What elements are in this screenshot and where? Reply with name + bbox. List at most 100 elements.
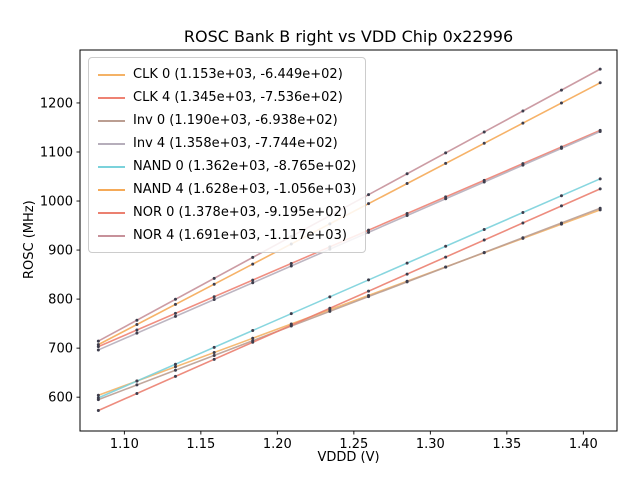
data-point <box>444 265 448 269</box>
legend-entry: NAND 0 (1.362e+03, -8.765e+02) <box>98 155 356 178</box>
data-point <box>559 146 563 150</box>
data-point <box>96 339 100 343</box>
data-point <box>135 379 139 383</box>
data-point <box>444 255 448 259</box>
legend-entry: NAND 4 (1.628e+03, -1.056e+03) <box>98 178 356 201</box>
data-point <box>598 130 602 134</box>
y-axis-label: ROSC (MHz) <box>22 200 37 279</box>
legend-label: CLK 4 (1.345e+03, -7.536e+02) <box>133 90 343 105</box>
data-point <box>405 280 409 284</box>
data-point <box>598 81 602 85</box>
data-point <box>367 228 371 232</box>
legend-entry: Inv 4 (1.358e+03, -7.744e+02) <box>98 132 356 155</box>
data-point <box>212 282 216 286</box>
x-tick-label: 1.30 <box>416 437 445 452</box>
data-point <box>212 351 216 355</box>
data-point <box>328 295 332 299</box>
legend-swatch <box>98 142 125 145</box>
data-point <box>598 206 602 210</box>
data-point <box>173 297 177 301</box>
data-point <box>559 221 563 225</box>
y-tick-label: 800 <box>48 293 73 308</box>
data-point <box>521 211 525 215</box>
data-point <box>135 323 139 327</box>
data-point <box>328 309 332 313</box>
data-point <box>251 336 255 340</box>
legend-entry: CLK 4 (1.345e+03, -7.536e+02) <box>98 86 356 109</box>
data-point <box>559 204 563 208</box>
data-point <box>251 328 255 332</box>
legend-swatch <box>98 96 125 99</box>
legend-label: NOR 4 (1.691e+03, -1.117e+03) <box>133 228 347 243</box>
legend-swatch <box>98 234 125 237</box>
data-point <box>482 141 486 145</box>
x-tick-label: 1.15 <box>186 437 215 452</box>
data-point <box>135 391 139 395</box>
data-point <box>289 323 293 327</box>
legend-swatch <box>98 211 125 214</box>
data-point <box>559 101 563 105</box>
data-point <box>444 244 448 248</box>
data-point <box>173 314 177 318</box>
legend-label: NAND 4 (1.628e+03, -1.056e+03) <box>133 182 357 197</box>
data-point <box>173 311 177 315</box>
data-point <box>96 343 100 347</box>
data-point <box>212 295 216 299</box>
legend-entry: NOR 4 (1.691e+03, -1.117e+03) <box>98 224 356 247</box>
data-point <box>251 278 255 282</box>
data-point <box>598 177 602 181</box>
data-point <box>212 276 216 280</box>
x-tick-label: 1.25 <box>339 437 368 452</box>
fit-line-inv-0 <box>98 207 601 401</box>
data-point <box>289 312 293 316</box>
data-point <box>367 289 371 293</box>
data-point <box>521 221 525 225</box>
data-point <box>521 109 525 113</box>
data-point <box>212 298 216 302</box>
data-point <box>251 262 255 266</box>
data-point <box>96 396 100 400</box>
legend-entry: NOR 0 (1.378e+03, -9.195e+02) <box>98 201 356 224</box>
data-point <box>96 408 100 412</box>
legend-label: Inv 0 (1.190e+03, -6.938e+02) <box>133 113 338 128</box>
data-point <box>328 306 332 310</box>
data-point <box>135 328 139 332</box>
data-point <box>444 161 448 165</box>
data-point <box>173 368 177 372</box>
data-point <box>598 67 602 71</box>
data-point <box>405 182 409 186</box>
data-point <box>405 172 409 176</box>
data-point <box>444 151 448 155</box>
data-point <box>367 202 371 206</box>
y-tick-label: 900 <box>48 244 73 259</box>
data-point <box>96 348 100 352</box>
data-point <box>405 214 409 218</box>
data-point <box>212 357 216 361</box>
legend-entry: CLK 0 (1.153e+03, -6.449e+02) <box>98 63 356 86</box>
data-point <box>289 264 293 268</box>
data-point <box>367 278 371 282</box>
x-tick-label: 1.10 <box>110 437 139 452</box>
y-tick-label: 600 <box>48 391 73 406</box>
data-point <box>521 163 525 167</box>
data-point <box>135 331 139 335</box>
legend-label: NOR 0 (1.378e+03, -9.195e+02) <box>133 205 347 220</box>
data-point <box>173 374 177 378</box>
data-point <box>96 393 100 397</box>
chart-title: ROSC Bank B right vs VDD Chip 0x22996 <box>183 27 514 46</box>
data-point <box>405 261 409 265</box>
fit-line-nor-0 <box>98 188 601 412</box>
fit-line-nand-0 <box>98 178 601 399</box>
data-point <box>367 230 371 234</box>
legend-entry: Inv 0 (1.190e+03, -6.938e+02) <box>98 109 356 132</box>
data-point <box>444 197 448 201</box>
data-point <box>405 272 409 276</box>
x-tick-label: 1.20 <box>263 437 292 452</box>
legend-label: CLK 0 (1.153e+03, -6.449e+02) <box>133 67 343 82</box>
x-axis-label: VDDD (V) <box>317 450 380 465</box>
data-point <box>212 345 216 349</box>
data-point <box>212 353 216 357</box>
data-point <box>482 227 486 231</box>
data-point <box>289 261 293 265</box>
